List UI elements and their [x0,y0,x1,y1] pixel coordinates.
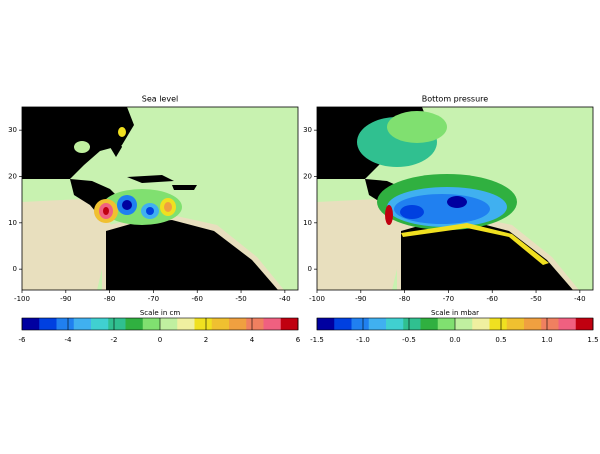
colorbar-tick-label: -4 [65,336,73,344]
colorbar-swatch [194,318,213,330]
colorbar-swatch [108,318,126,330]
colorbar-swatch [73,318,92,330]
colorbar-tick-label: 0 [158,336,162,344]
colorbar-swatch [541,318,559,330]
colorbar-swatch [558,318,577,330]
colorbar-swatch [472,318,490,330]
x-tick-label: -40 [574,295,585,303]
y-tick-label: 30 [8,126,17,134]
colorbar-tick-label: 1.5 [587,336,598,344]
map-frame [316,106,594,291]
colorbar-swatch [125,318,144,330]
colorbar-tick-label: -1.0 [356,336,370,344]
colorbar-tick-label: -6 [19,336,27,344]
x-tick-label: -60 [192,295,203,303]
colorbar-swatch [455,318,473,330]
x-tick-label: -50 [235,295,246,303]
colorbar-swatch [403,318,421,330]
x-tick-label: -90 [60,295,71,303]
panel-title: Sea level [142,95,178,104]
y-tick-label: 20 [303,172,312,180]
x-tick-label: -90 [355,295,366,303]
colorbar-swatch [91,318,109,330]
colorbar-label: Scale in mbar [431,309,479,317]
x-tick-label: -70 [443,295,454,303]
colorbar-swatch [506,318,525,330]
x-tick-label: -60 [487,295,498,303]
colorbar-tick-label: 0.5 [495,336,506,344]
colorbar-tick-label: -1.5 [310,336,324,344]
colorbar-swatch [575,318,594,330]
map-frame [21,106,299,291]
colorbar-swatch [39,318,57,330]
colorbar-swatch [420,318,439,330]
colorbar-swatch [56,318,75,330]
colorbar-swatch [263,318,282,330]
map-left [22,107,298,290]
y-tick-label: 20 [8,172,17,180]
y-tick-label: 0 [13,265,17,273]
colorbar-swatch [22,318,40,330]
colorbar-swatch [211,318,230,330]
colorbar-swatch [524,318,542,330]
colorbar-tick-label: 6 [296,336,301,344]
colorbar-tick-label: -2 [111,336,118,344]
y-tick-label: 0 [308,265,312,273]
colorbar-label: Scale in cm [140,309,181,317]
colorbar-tick-label: 0.0 [449,336,460,344]
colorbar-swatch [386,318,404,330]
x-tick-label: -100 [14,295,30,303]
colorbar-swatch [160,318,178,330]
colorbar-swatch [437,318,456,330]
colorbar-tick-label: -0.5 [402,336,416,344]
colorbar-swatch [489,318,508,330]
colorbar-swatch [142,318,161,330]
colorbar-swatch [280,318,299,330]
y-tick-label: 30 [303,126,312,134]
x-tick-label: -70 [148,295,159,303]
x-tick-label: -80 [104,295,115,303]
x-tick-label: -40 [279,295,290,303]
x-tick-label: -50 [530,295,541,303]
colorbar-swatch [246,318,264,330]
map-right [317,107,593,290]
x-tick-label: -80 [399,295,410,303]
colorbar-swatch [351,318,370,330]
x-tick-label: -100 [309,295,325,303]
colorbar-tick-label: 1.0 [541,336,552,344]
colorbar-swatch [177,318,195,330]
panel-title: Bottom pressure [422,95,489,104]
colorbar-swatch [317,318,335,330]
colorbar-swatch [229,318,247,330]
colorbar-swatch [368,318,387,330]
y-tick-label: 10 [303,219,312,227]
colorbar-tick-label: 4 [250,336,255,344]
colorbar-swatch [334,318,352,330]
colorbar-tick-label: 2 [204,336,208,344]
y-tick-label: 10 [8,219,17,227]
